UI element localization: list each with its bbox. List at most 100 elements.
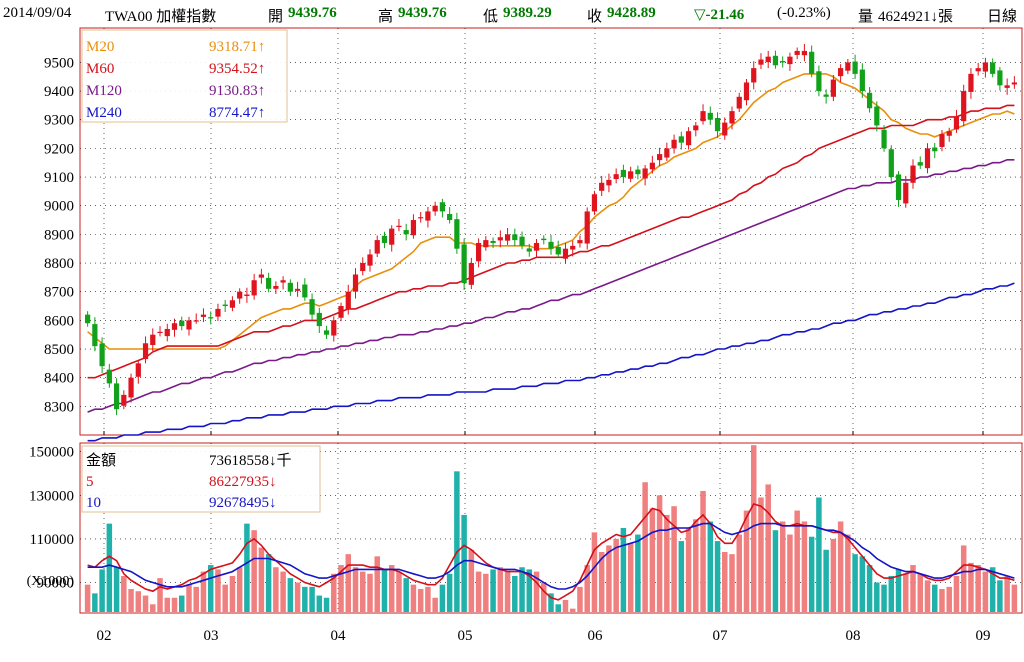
volume-bar	[577, 586, 583, 612]
candle-body	[490, 240, 496, 243]
header-high-value: 9439.76	[398, 5, 447, 21]
candle-body	[208, 317, 214, 319]
x-tick-label: 05	[458, 628, 473, 644]
candle-body	[229, 300, 236, 308]
volume-bar	[808, 536, 815, 612]
volume-bar	[396, 571, 402, 612]
volume-bar	[236, 567, 243, 612]
candle-body	[743, 82, 750, 101]
volume-unit-label: (X1000)	[27, 574, 75, 589]
volume-legend-box	[81, 445, 321, 513]
volume-bar	[323, 597, 330, 612]
candle-body	[707, 112, 713, 120]
candle-body	[736, 96, 742, 109]
volume-bar	[859, 556, 866, 612]
volume-bar	[722, 551, 728, 612]
volume-bar	[750, 445, 757, 612]
volume-bar	[171, 597, 178, 612]
header-high-label: 高	[378, 9, 394, 25]
volume-bar	[881, 584, 887, 612]
volume-bar	[193, 586, 199, 612]
candle-body	[99, 343, 105, 367]
volume-bar	[627, 543, 634, 612]
candle-body	[381, 235, 388, 243]
candle-body	[251, 280, 257, 296]
candle-body	[961, 91, 967, 122]
candle-body	[367, 254, 373, 266]
volume-bar	[649, 508, 656, 612]
volume-ma-line-5	[87, 503, 1015, 601]
candle-body	[403, 230, 409, 235]
volume-bar	[425, 586, 431, 612]
candle-body	[562, 248, 569, 259]
candle-body	[613, 174, 619, 180]
volume-tick-label: 150000	[29, 445, 74, 461]
candle-body	[396, 225, 402, 227]
volume-bar	[244, 523, 250, 612]
volume-bar	[403, 578, 409, 612]
ma-line-M120	[87, 159, 1015, 413]
candle-body	[577, 240, 583, 244]
volume-bar	[598, 551, 605, 612]
volume-legend-name: 5	[86, 474, 94, 490]
price-tick-label: 9300	[44, 113, 74, 129]
candle-body	[816, 71, 822, 92]
volume-bar	[874, 582, 880, 612]
volume-bar	[352, 567, 359, 612]
candle-body	[606, 179, 612, 186]
candle-body	[121, 394, 127, 406]
volume-bar	[439, 584, 446, 612]
volume-bar	[229, 575, 236, 612]
volume-legend-name: 金額	[86, 452, 116, 469]
volume-bar	[417, 589, 424, 612]
candle-body	[323, 330, 330, 335]
candle-body	[331, 320, 337, 336]
volume-bar	[331, 573, 337, 612]
volume-bar	[714, 541, 721, 612]
price-legend-box	[81, 29, 288, 123]
candle-body	[266, 277, 272, 289]
volume-bar	[258, 547, 265, 612]
volume-bar	[656, 495, 663, 612]
volume-bar	[150, 604, 156, 612]
volume-bar	[852, 554, 858, 612]
volume-bar	[410, 584, 417, 612]
volume-bar	[779, 521, 786, 612]
candle-body	[113, 383, 120, 410]
volume-bar	[294, 582, 301, 612]
candle-body	[968, 73, 974, 92]
legend-M120-name: M120	[86, 83, 122, 99]
candle-body	[128, 377, 134, 398]
volume-bar	[960, 545, 967, 612]
volume-bar	[830, 538, 837, 612]
candle-body	[1004, 85, 1010, 88]
volume-bar	[917, 573, 924, 612]
volume-bar	[1011, 584, 1018, 612]
volume-bar	[287, 578, 294, 612]
volume-bar	[591, 532, 598, 612]
volume-bar	[758, 497, 764, 612]
ma-line-M240	[87, 282, 1015, 442]
volume-bar	[968, 562, 974, 612]
volume-bar	[512, 575, 518, 612]
candle-body	[497, 237, 503, 241]
x-tick-label: 09	[976, 628, 991, 644]
volume-bar	[497, 567, 504, 612]
volume-bar	[931, 584, 938, 612]
price-tick-label: 9100	[44, 170, 74, 186]
candle-body	[780, 60, 786, 63]
candle-body	[953, 116, 960, 130]
candle-body	[222, 304, 228, 307]
volume-bar	[273, 567, 279, 612]
candle-body	[758, 59, 764, 65]
volume-bar	[207, 565, 214, 612]
candle-body	[570, 245, 576, 250]
candle-body	[982, 62, 989, 72]
volume-bar	[92, 593, 98, 612]
volume-bar	[519, 567, 525, 612]
price-tick-label: 9200	[44, 141, 74, 157]
volume-bar	[837, 521, 844, 612]
volume-bar	[388, 565, 395, 612]
volume-bar	[541, 582, 547, 612]
